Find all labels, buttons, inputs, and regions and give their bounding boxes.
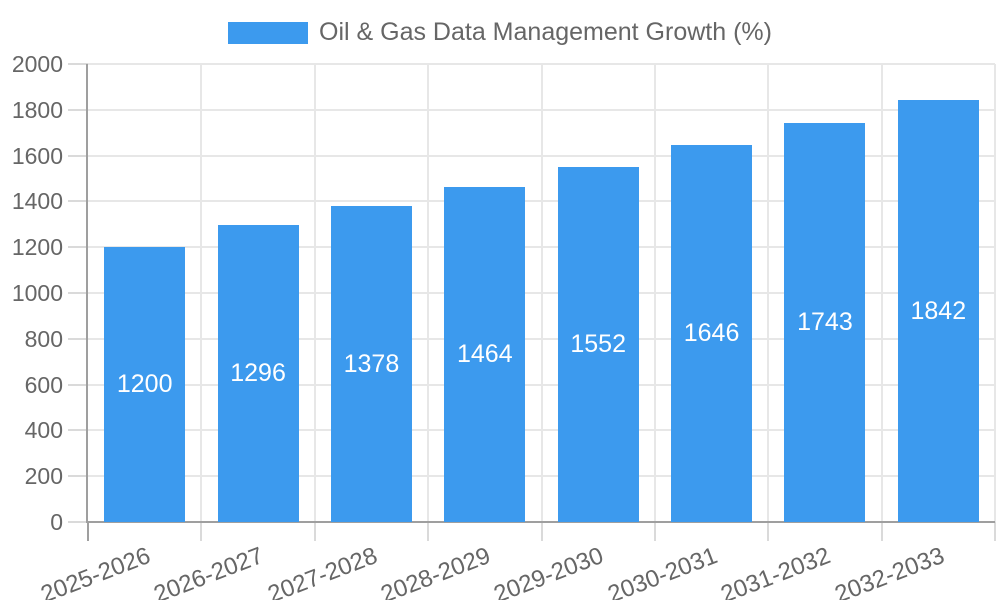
x-tick-mark xyxy=(880,522,883,541)
y-axis-line xyxy=(86,64,88,522)
bar-2031-2032[interactable]: 1743 xyxy=(784,122,866,522)
bar-2028-2029[interactable]: 1464 xyxy=(444,186,526,522)
bar-value-label: 1296 xyxy=(230,359,286,388)
gridline-x-boundary xyxy=(427,64,430,522)
y-tick-mark xyxy=(68,200,88,203)
y-axis-label: 200 xyxy=(24,463,63,490)
bar-value-label: 1464 xyxy=(457,339,513,368)
x-axis-label: 2027-2028 xyxy=(263,542,381,600)
y-axis-label: 2000 xyxy=(11,51,63,77)
bar-value-label: 1646 xyxy=(683,319,740,348)
gridline-x-boundary xyxy=(653,64,656,522)
y-tick-mark xyxy=(68,154,88,157)
x-tick-mark xyxy=(540,522,543,541)
y-tick-mark xyxy=(68,108,88,111)
bar-value-label: 1743 xyxy=(797,307,853,336)
legend-label: Oil & Gas Data Management Growth (%) xyxy=(319,18,772,46)
bar-2026-2027[interactable]: 1296 xyxy=(217,225,299,522)
x-tick-mark xyxy=(313,522,316,541)
y-tick-mark xyxy=(68,383,88,386)
y-axis-label: 400 xyxy=(24,417,63,444)
y-tick-mark xyxy=(68,521,88,523)
gridline-x-boundary xyxy=(540,64,543,522)
x-axis-label: 2031-2032 xyxy=(717,542,835,600)
bar-2030-2031[interactable]: 1646 xyxy=(671,145,753,522)
x-tick-mark xyxy=(653,522,656,541)
x-tick-mark xyxy=(994,522,996,541)
x-axis-line xyxy=(86,521,995,523)
bar-value-label: 1200 xyxy=(116,370,173,399)
y-tick-mark xyxy=(68,246,88,249)
x-axis-label: 2025-2026 xyxy=(37,542,155,600)
x-tick-mark xyxy=(87,522,89,541)
y-axis-label: 1600 xyxy=(11,142,63,169)
bar-2025-2026[interactable]: 1200 xyxy=(104,247,186,522)
x-axis-label: 2032-2033 xyxy=(830,542,948,600)
bar-value-label: 1552 xyxy=(570,329,626,358)
gridline-x-boundary xyxy=(994,64,996,522)
gridline-x-boundary xyxy=(767,64,770,522)
x-tick-mark xyxy=(427,522,430,541)
y-axis-label: 1000 xyxy=(11,280,63,306)
y-axis-label: 1200 xyxy=(11,234,63,261)
bar-2032-2033[interactable]: 1842 xyxy=(897,100,979,522)
y-axis-label: 600 xyxy=(24,371,63,398)
y-axis-label: 800 xyxy=(24,325,63,352)
bar-2029-2030[interactable]: 1552 xyxy=(557,166,639,522)
x-tick-mark xyxy=(200,522,203,541)
y-tick-mark xyxy=(68,337,88,340)
y-axis-label: 1400 xyxy=(11,188,63,215)
y-tick-mark xyxy=(68,292,88,294)
x-tick-mark xyxy=(767,522,770,541)
bar-value-label: 1378 xyxy=(343,349,400,378)
x-axis-label: 2028-2029 xyxy=(377,542,495,600)
x-axis-label: 2026-2027 xyxy=(150,542,268,600)
gridline-x-boundary xyxy=(313,64,316,522)
bar-value-label: 1842 xyxy=(910,296,967,325)
y-tick-mark xyxy=(68,429,88,432)
chart-legend[interactable]: Oil & Gas Data Management Growth (%) xyxy=(0,20,1000,45)
legend-swatch xyxy=(228,21,309,44)
x-axis-label: 2030-2031 xyxy=(604,542,721,600)
gridline-x-boundary xyxy=(200,64,203,522)
bar-2027-2028[interactable]: 1378 xyxy=(330,206,412,522)
y-tick-mark xyxy=(68,475,88,478)
gridline-x-boundary xyxy=(880,64,883,522)
y-axis-label: 0 xyxy=(50,509,63,535)
y-tick-mark xyxy=(68,63,88,65)
x-axis-label: 2029-2030 xyxy=(490,542,608,600)
y-axis-label: 1800 xyxy=(11,96,63,123)
